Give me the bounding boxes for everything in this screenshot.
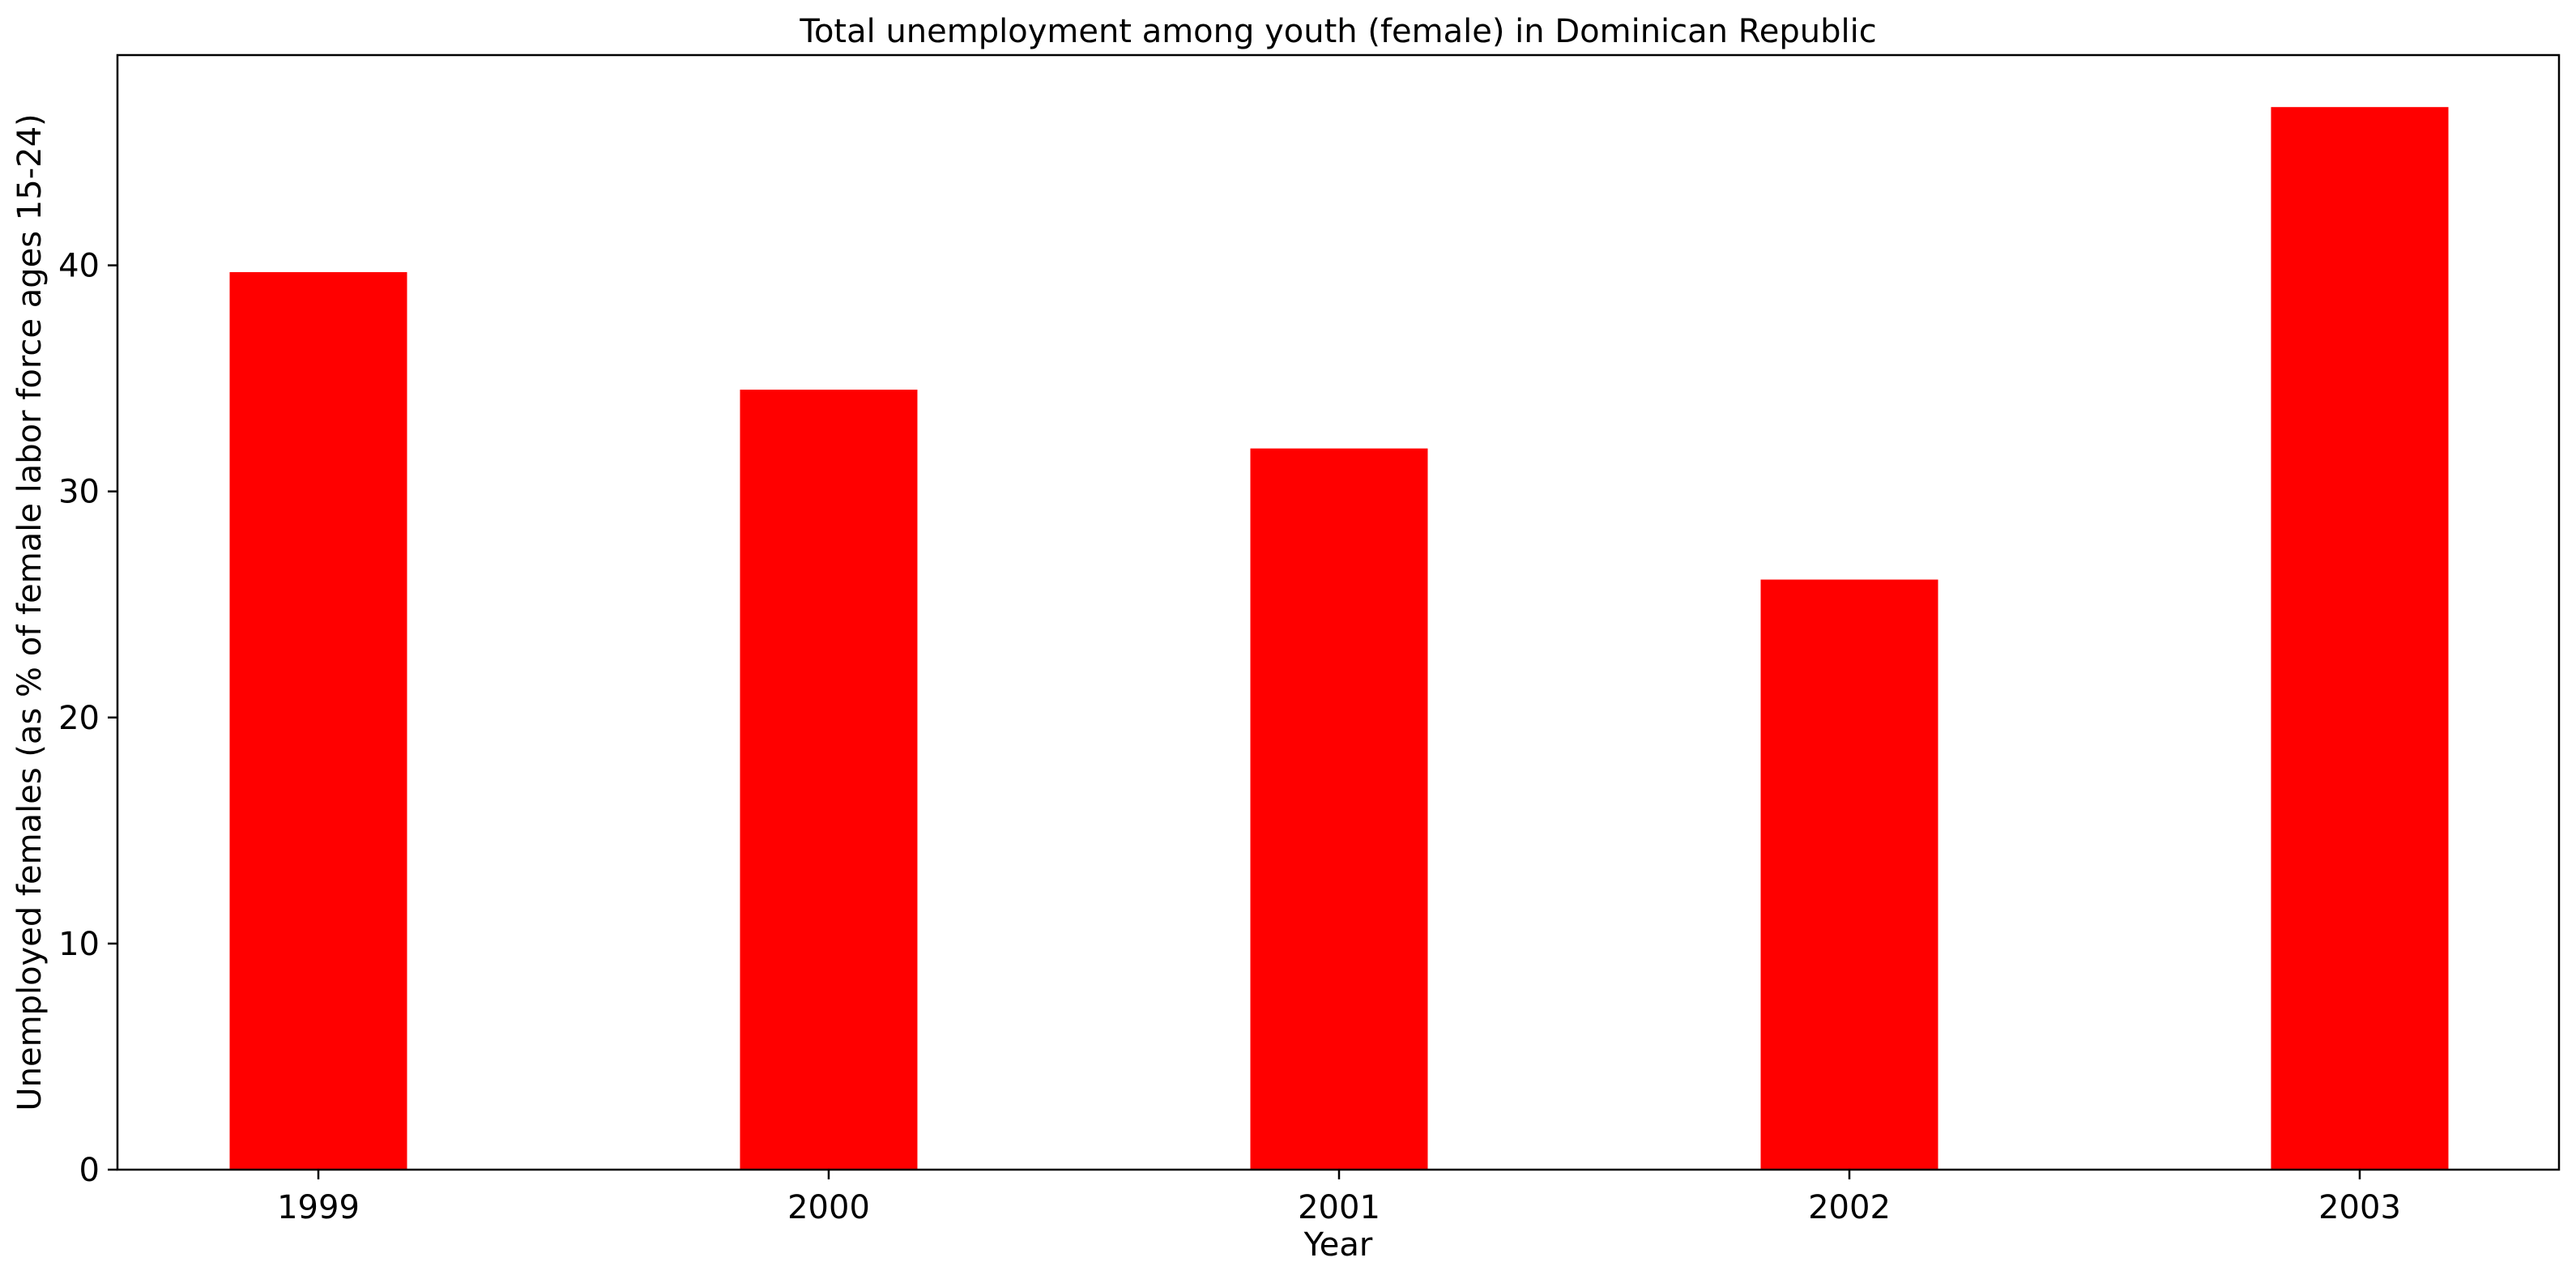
y-axis-ticks: 0 10 20 30 40 bbox=[58, 248, 117, 1189]
bar-2001 bbox=[1250, 448, 1428, 1170]
x-tick-label-2000: 2000 bbox=[787, 1189, 870, 1226]
x-axis-label: Year bbox=[1303, 1226, 1373, 1264]
y-tick-label: 10 bbox=[58, 926, 100, 963]
bar-2000 bbox=[740, 390, 918, 1170]
y-tick-label: 40 bbox=[58, 248, 100, 285]
x-tick-label-2001: 2001 bbox=[1298, 1189, 1380, 1226]
x-tick-label-1999: 1999 bbox=[277, 1189, 360, 1226]
y-tick-label: 30 bbox=[58, 474, 100, 511]
x-axis-ticks: 1999 2000 2001 2002 2003 bbox=[277, 1170, 2401, 1226]
chart-title: Total unemployment among youth (female) … bbox=[799, 13, 1876, 50]
x-tick-label-2002: 2002 bbox=[1808, 1189, 1891, 1226]
bar-1999 bbox=[229, 271, 407, 1170]
bars-layer bbox=[229, 107, 2449, 1170]
bar-2002 bbox=[1760, 579, 1938, 1170]
y-axis-label: Unemployed females (as % of female labor… bbox=[11, 113, 49, 1111]
y-tick-label: 20 bbox=[58, 700, 100, 737]
x-tick-label-2003: 2003 bbox=[2318, 1189, 2401, 1226]
y-tick-label: 0 bbox=[79, 1152, 100, 1189]
bar-2003 bbox=[2271, 107, 2449, 1170]
